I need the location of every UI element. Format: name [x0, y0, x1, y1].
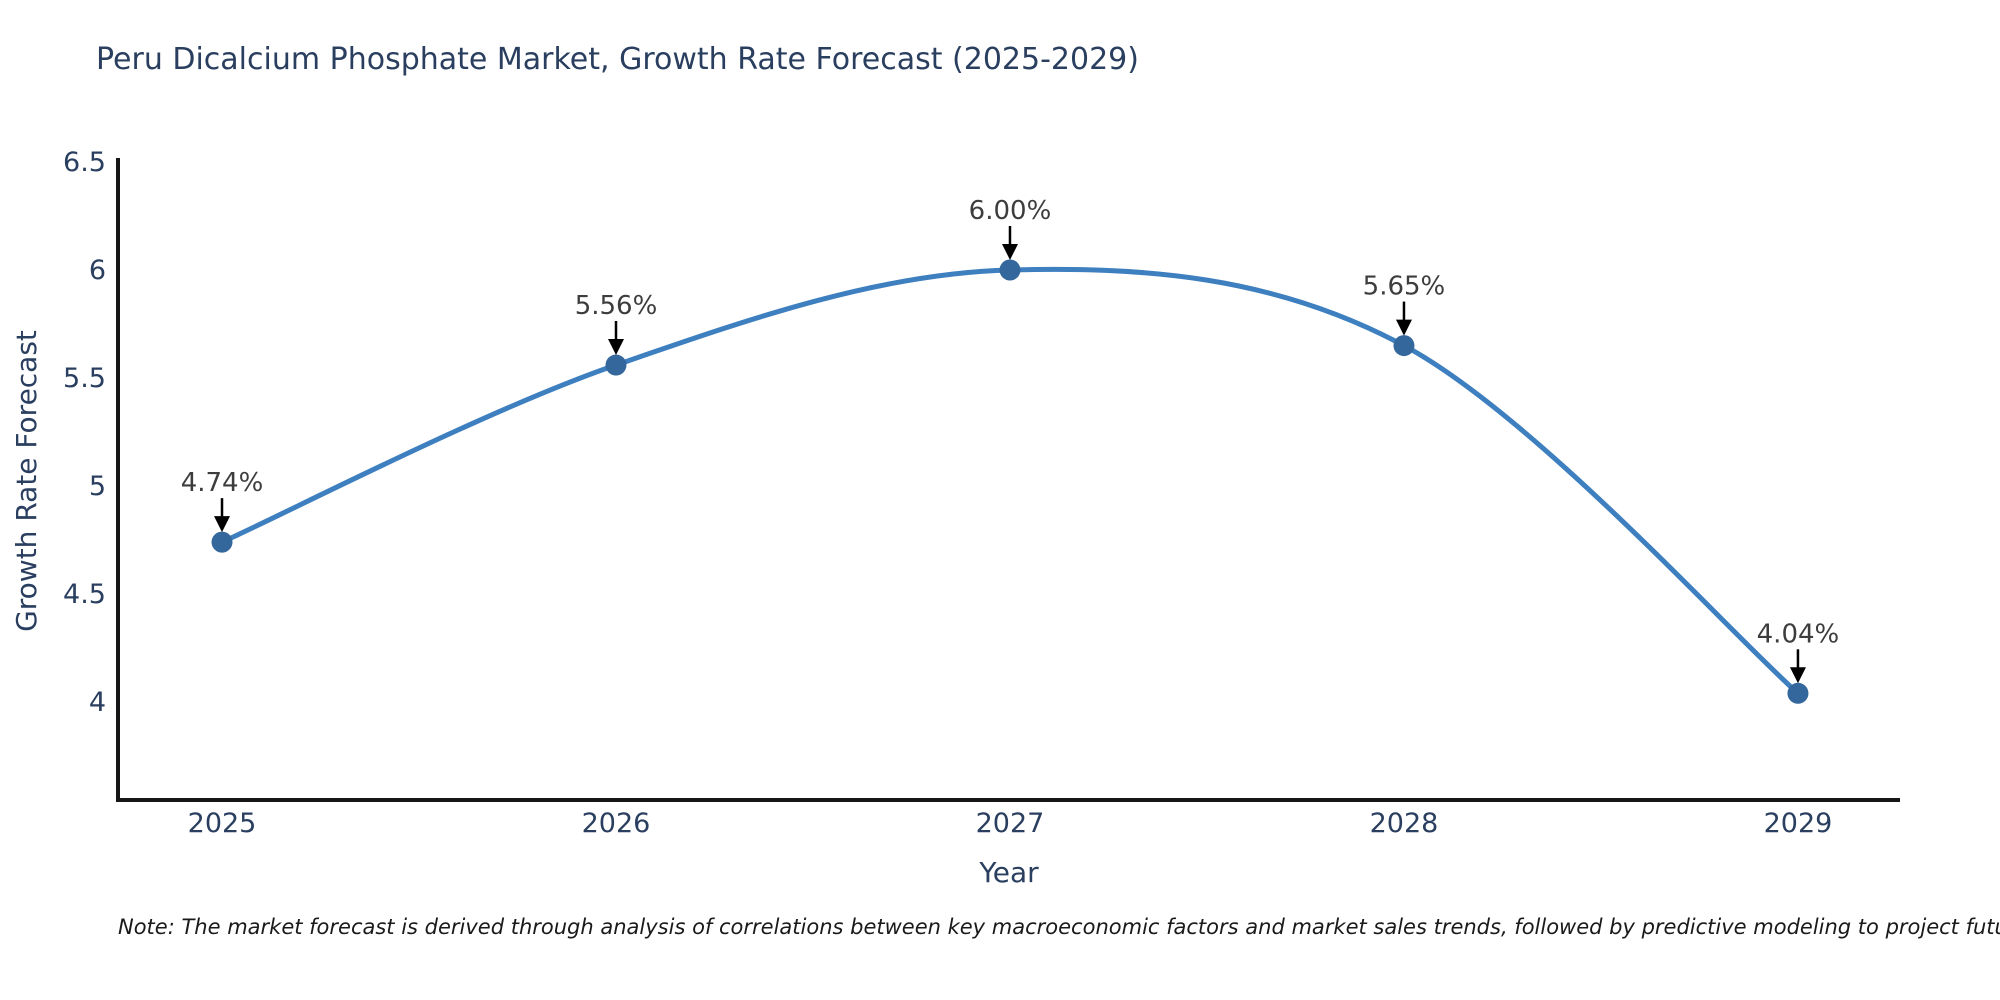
annotation-arrow-head — [214, 516, 231, 533]
y-tick-label: 4 — [89, 687, 106, 718]
data-point-marker — [605, 354, 627, 376]
data-point-label: 4.74% — [181, 468, 264, 498]
x-tick-label: 2027 — [976, 808, 1045, 839]
annotation-arrow-head — [1395, 319, 1412, 336]
x-tick-label: 2028 — [1370, 808, 1439, 839]
x-axis-title: Year — [978, 856, 1039, 889]
y-tick-label: 5 — [89, 471, 106, 502]
y-axis-title: Growth Rate Forecast — [10, 330, 43, 632]
x-tick-label: 2025 — [188, 808, 257, 839]
data-point-marker — [999, 259, 1021, 281]
data-point-marker — [211, 531, 233, 553]
data-point-label: 5.56% — [575, 291, 658, 321]
y-tick-label: 6.5 — [63, 147, 106, 178]
data-point-label: 5.65% — [1363, 272, 1446, 302]
data-point-marker — [1393, 335, 1415, 357]
chart-title: Peru Dicalcium Phosphate Market, Growth … — [96, 42, 1139, 77]
data-point-label: 6.00% — [969, 196, 1052, 226]
data-point-label: 4.04% — [1757, 619, 1840, 649]
annotation-arrow-head — [1001, 243, 1018, 260]
y-tick-label: 5.5 — [63, 363, 106, 394]
annotation-arrow-head — [1789, 667, 1806, 684]
chart-note: Note: The market forecast is derived thr… — [118, 915, 2000, 939]
data-line — [219, 266, 1801, 696]
x-tick-label: 2026 — [582, 808, 651, 839]
data-point-marker — [1787, 682, 1809, 704]
x-tick-label: 2029 — [1764, 808, 1833, 839]
annotation-arrow-head — [607, 339, 624, 356]
y-tick-label: 4.5 — [63, 579, 106, 610]
y-tick-label: 6 — [89, 255, 106, 286]
